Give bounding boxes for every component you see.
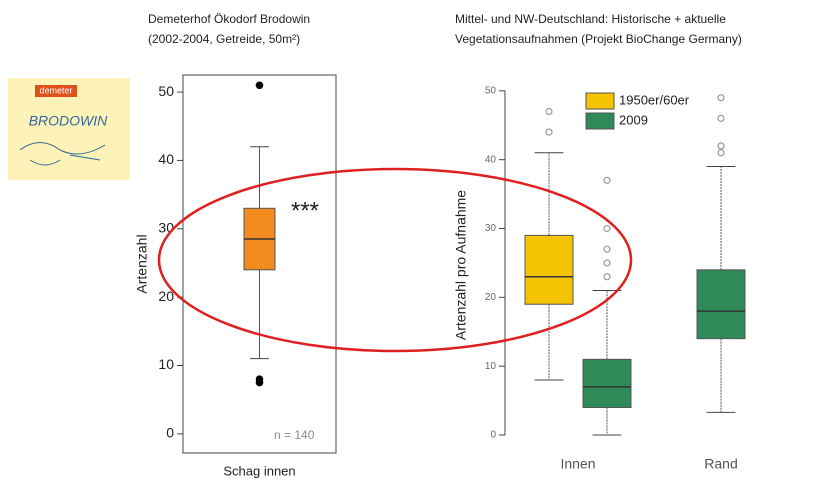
y-tick-label: 10 (485, 361, 497, 372)
y-tick-label: 0 (490, 430, 496, 441)
outlier (717, 114, 725, 122)
chart-subtitle: (2002-2004, Getreide, 50m²) (148, 32, 300, 46)
outlier (255, 81, 264, 90)
y-tick-label: 50 (158, 83, 174, 99)
x-tick-label: Rand (704, 456, 737, 472)
x-tick-label: Schag innen (223, 463, 295, 478)
outlier (545, 107, 553, 116)
logo-brand: demeter (39, 85, 72, 95)
box (696, 269, 746, 340)
outlier (717, 149, 725, 157)
outlier (603, 259, 611, 267)
logo: demeter BRODOWIN (8, 78, 130, 180)
outlier (717, 94, 725, 102)
outlier (603, 176, 611, 184)
y-tick-label: 30 (485, 223, 497, 234)
y-tick-label: 10 (158, 356, 174, 372)
highlight-ellipse (157, 167, 633, 353)
y-tick-label: 20 (485, 292, 497, 303)
y-tick-label: 0 (166, 425, 174, 441)
significance: *** (291, 197, 319, 224)
outlier (545, 128, 553, 136)
sample-size: n = 140 (274, 428, 315, 442)
x-tick-label: Innen (560, 456, 595, 472)
legend-label: 1950er/60er (619, 92, 690, 107)
logo-name: BRODOWIN (29, 113, 108, 129)
y-tick-label: 40 (485, 154, 497, 165)
y-axis-label: Artenzahl pro Aufnahme (453, 190, 469, 340)
logo-tag (35, 85, 77, 97)
logo-drawing (19, 142, 106, 166)
box (582, 358, 632, 408)
legend-swatch (585, 112, 615, 130)
legend-swatch (585, 92, 615, 110)
y-tick-label: 30 (158, 220, 174, 236)
y-tick-label: 40 (158, 151, 174, 167)
outlier (717, 142, 725, 150)
y-tick-label: 50 (485, 85, 497, 96)
legend-label: 2009 (619, 112, 648, 127)
outlier (603, 273, 611, 281)
y-axis-label: Artenzahl (134, 234, 150, 293)
chart-title: Demeterhof Ökodorf Brodowin (148, 12, 310, 26)
chart-title: Mittel- und NW-Deutschland: Historische … (455, 12, 726, 26)
chart-subtitle: Vegetationsaufnahmen (Projekt BioChange … (455, 32, 742, 46)
outlier (603, 245, 611, 253)
outlier (255, 378, 264, 387)
outlier (603, 224, 611, 233)
y-tick-label: 20 (158, 288, 174, 304)
box (524, 234, 574, 305)
plot-frame (182, 74, 337, 454)
